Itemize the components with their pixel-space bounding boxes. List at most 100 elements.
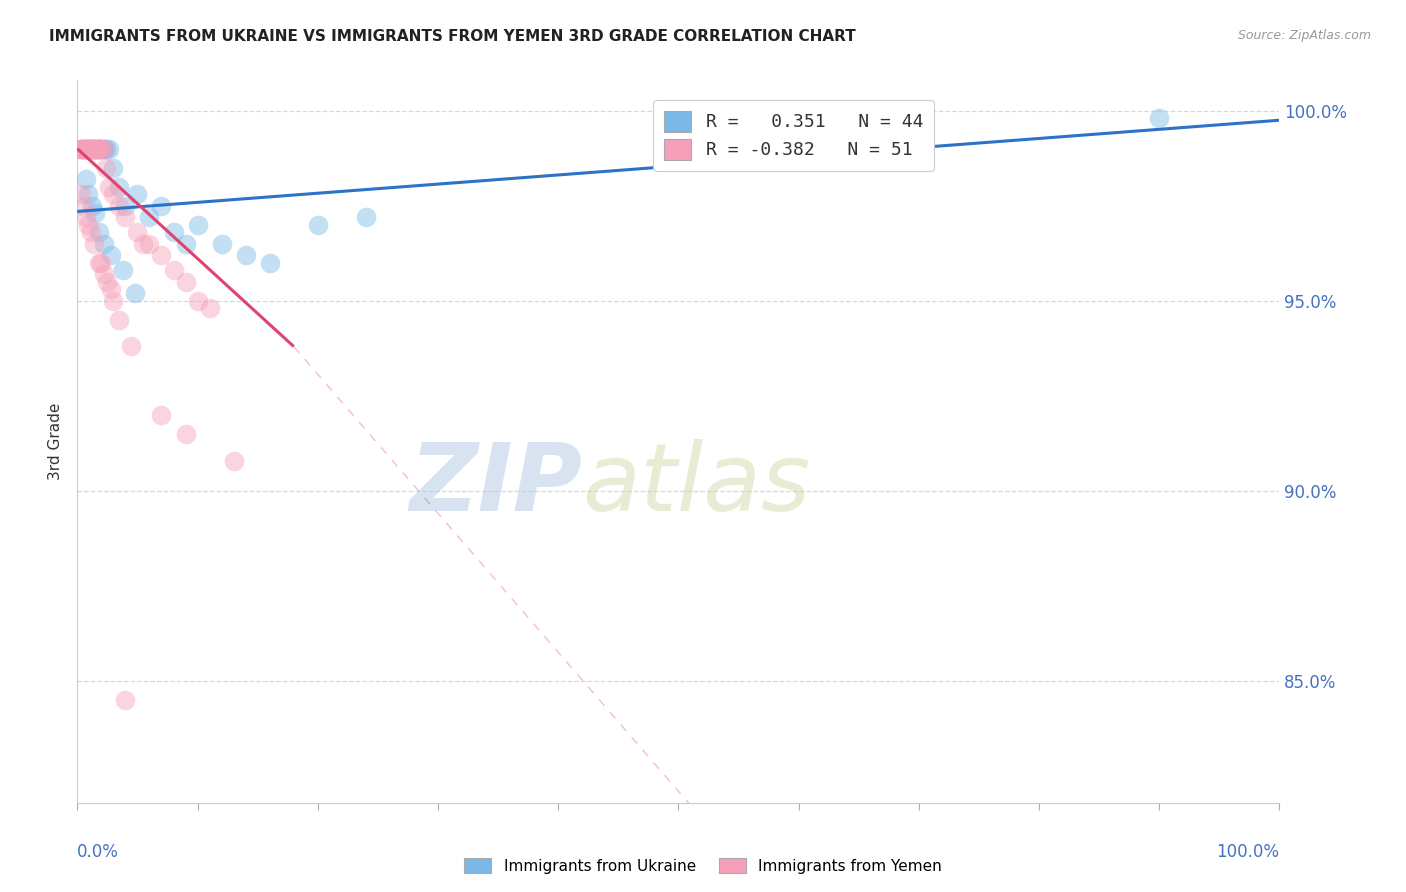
Point — [354, 210, 377, 224]
Text: Source: ZipAtlas.com: Source: ZipAtlas.com — [1237, 29, 1371, 43]
Point — [75, 142, 97, 156]
Point — [111, 263, 134, 277]
Point — [114, 199, 136, 213]
Point — [97, 142, 120, 156]
Point — [96, 275, 118, 289]
Point — [72, 142, 94, 156]
Text: 100.0%: 100.0% — [1216, 843, 1279, 861]
Point — [79, 142, 101, 156]
Point — [83, 142, 105, 156]
Point — [162, 263, 184, 277]
Point — [80, 142, 103, 156]
Text: atlas: atlas — [582, 440, 810, 531]
Point — [86, 142, 108, 156]
Y-axis label: 3rd Grade: 3rd Grade — [48, 403, 63, 480]
Point — [89, 142, 111, 156]
Point — [97, 179, 120, 194]
Point — [307, 218, 329, 232]
Point — [79, 142, 101, 156]
Point — [138, 236, 160, 251]
Point — [84, 142, 107, 156]
Point — [83, 236, 105, 251]
Point — [96, 161, 118, 175]
Point — [1149, 112, 1171, 126]
Point — [79, 142, 101, 156]
Point — [72, 142, 94, 156]
Point — [73, 142, 96, 156]
Point — [90, 142, 112, 156]
Point — [77, 142, 100, 156]
Point — [114, 693, 136, 707]
Point — [186, 218, 209, 232]
Point — [76, 142, 98, 156]
Point — [103, 293, 125, 308]
Point — [83, 142, 105, 156]
Text: ZIP: ZIP — [409, 439, 582, 531]
Point — [100, 282, 122, 296]
Point — [73, 142, 96, 156]
Point — [90, 142, 112, 156]
Point — [77, 218, 100, 232]
Point — [127, 187, 149, 202]
Point — [124, 286, 146, 301]
Point — [96, 142, 118, 156]
Point — [87, 142, 110, 156]
Point — [93, 236, 115, 251]
Point — [108, 179, 131, 194]
Legend: R =   0.351   N = 44, R = -0.382   N = 51: R = 0.351 N = 44, R = -0.382 N = 51 — [654, 100, 934, 170]
Point — [75, 172, 97, 186]
Legend: Immigrants from Ukraine, Immigrants from Yemen: Immigrants from Ukraine, Immigrants from… — [458, 852, 948, 880]
Point — [75, 210, 97, 224]
Point — [75, 142, 97, 156]
Point — [82, 142, 104, 156]
Point — [108, 199, 131, 213]
Point — [80, 142, 103, 156]
Point — [150, 248, 173, 262]
Point — [80, 199, 103, 213]
Point — [89, 142, 111, 156]
Point — [174, 426, 197, 441]
Point — [138, 210, 160, 224]
Point — [93, 142, 115, 156]
Point — [93, 142, 115, 156]
Point — [87, 256, 110, 270]
Point — [198, 301, 221, 316]
Text: 0.0%: 0.0% — [77, 843, 120, 861]
Point — [114, 210, 136, 224]
Point — [70, 142, 93, 156]
Point — [79, 142, 101, 156]
Point — [77, 187, 100, 202]
Point — [87, 142, 110, 156]
Text: IMMIGRANTS FROM UKRAINE VS IMMIGRANTS FROM YEMEN 3RD GRADE CORRELATION CHART: IMMIGRANTS FROM UKRAINE VS IMMIGRANTS FR… — [49, 29, 856, 45]
Point — [87, 142, 110, 156]
Point — [103, 187, 125, 202]
Point — [93, 267, 115, 281]
Point — [87, 142, 110, 156]
Point — [108, 313, 131, 327]
Point — [77, 142, 100, 156]
Point — [100, 248, 122, 262]
Point — [132, 236, 155, 251]
Point — [120, 339, 142, 353]
Point — [186, 293, 209, 308]
Point — [76, 142, 98, 156]
Point — [162, 226, 184, 240]
Point — [150, 199, 173, 213]
Point — [90, 256, 112, 270]
Point — [72, 199, 94, 213]
Point — [69, 142, 91, 156]
Point — [211, 236, 233, 251]
Point — [87, 226, 110, 240]
Point — [103, 161, 125, 175]
Point — [222, 453, 245, 467]
Point — [82, 142, 104, 156]
Point — [84, 206, 107, 220]
Point — [174, 275, 197, 289]
Point — [259, 256, 281, 270]
Point — [150, 408, 173, 422]
Point — [127, 226, 149, 240]
Point — [174, 236, 197, 251]
Point — [70, 187, 93, 202]
Point — [70, 142, 93, 156]
Point — [84, 142, 107, 156]
